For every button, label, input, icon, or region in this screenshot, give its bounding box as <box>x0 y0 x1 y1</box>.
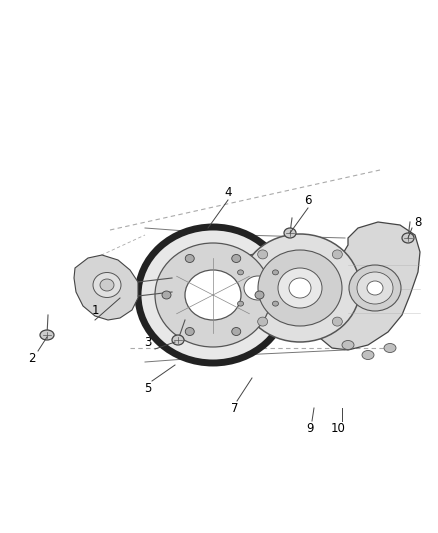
Ellipse shape <box>40 330 54 340</box>
Text: 8: 8 <box>414 215 422 229</box>
Ellipse shape <box>185 270 241 320</box>
Ellipse shape <box>162 291 171 299</box>
Ellipse shape <box>384 343 396 352</box>
Ellipse shape <box>258 250 268 259</box>
Text: 10: 10 <box>331 422 346 434</box>
Ellipse shape <box>172 335 184 345</box>
Ellipse shape <box>93 272 121 297</box>
Ellipse shape <box>232 254 241 262</box>
Ellipse shape <box>232 327 241 335</box>
Ellipse shape <box>367 281 383 295</box>
Polygon shape <box>315 222 420 350</box>
Ellipse shape <box>349 265 401 311</box>
Ellipse shape <box>240 234 360 342</box>
Ellipse shape <box>155 243 271 347</box>
Ellipse shape <box>258 317 268 326</box>
Ellipse shape <box>185 254 194 262</box>
Ellipse shape <box>255 291 264 299</box>
Ellipse shape <box>272 301 279 306</box>
Ellipse shape <box>332 250 343 259</box>
Text: 2: 2 <box>28 351 36 365</box>
Ellipse shape <box>342 341 354 350</box>
Ellipse shape <box>289 278 311 298</box>
Ellipse shape <box>332 317 343 326</box>
Ellipse shape <box>100 279 114 291</box>
Text: 1: 1 <box>91 303 99 317</box>
Text: 3: 3 <box>144 335 152 349</box>
Ellipse shape <box>185 327 194 335</box>
Ellipse shape <box>220 254 296 322</box>
Ellipse shape <box>237 301 244 306</box>
Ellipse shape <box>138 227 288 363</box>
Polygon shape <box>74 255 138 320</box>
Text: 4: 4 <box>224 185 232 198</box>
Ellipse shape <box>284 228 296 238</box>
Text: 6: 6 <box>304 193 312 206</box>
Text: 5: 5 <box>144 382 152 394</box>
Text: 9: 9 <box>306 422 314 434</box>
Ellipse shape <box>362 351 374 359</box>
Ellipse shape <box>402 233 414 243</box>
Text: 7: 7 <box>231 401 239 415</box>
Ellipse shape <box>258 250 342 326</box>
Ellipse shape <box>272 270 279 275</box>
Ellipse shape <box>237 270 244 275</box>
Ellipse shape <box>357 272 393 304</box>
Ellipse shape <box>244 276 272 300</box>
Ellipse shape <box>278 268 322 308</box>
